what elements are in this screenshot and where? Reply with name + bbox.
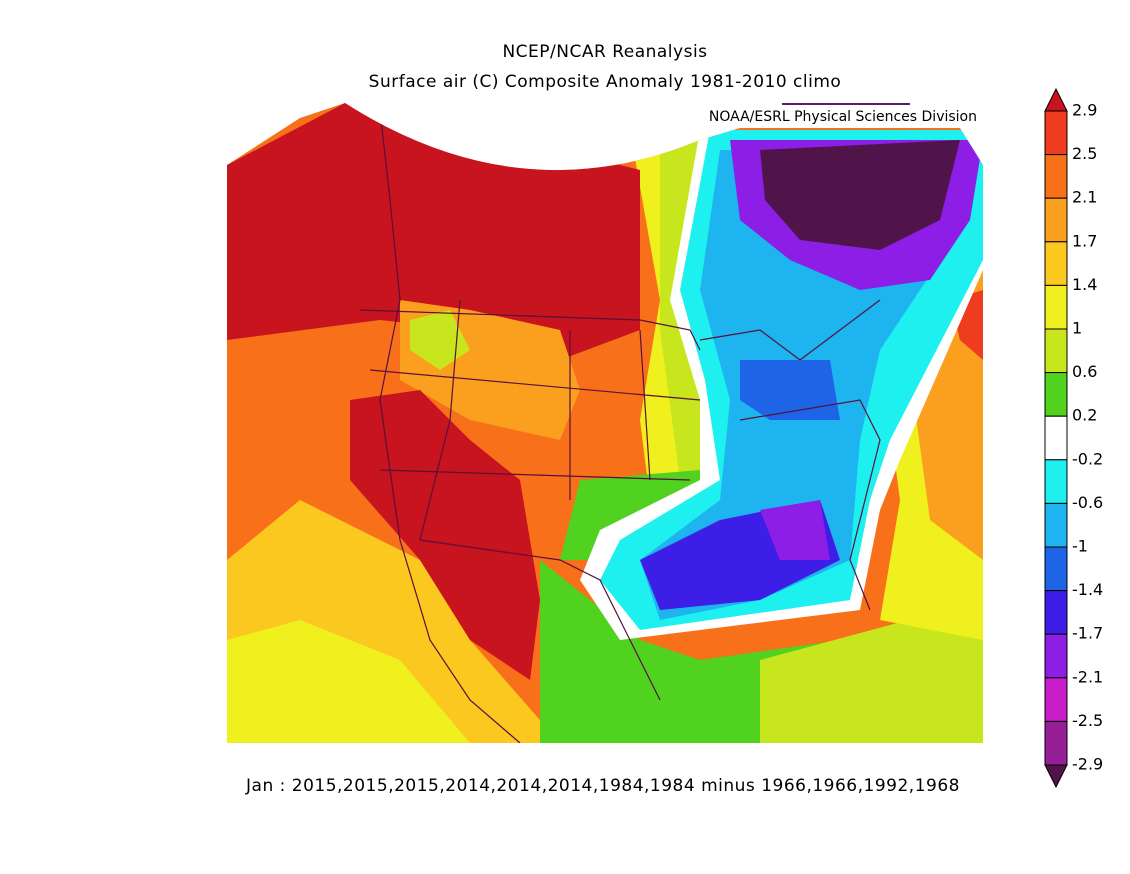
colorbar-label: 0.6	[1072, 362, 1097, 381]
colorbar-label: 1	[1072, 319, 1082, 338]
colorbar-box	[1044, 241, 1068, 286]
colorbar-box	[1044, 590, 1068, 635]
colorbar-box	[1044, 677, 1068, 722]
colorbar-label: 1.7	[1072, 231, 1097, 250]
title: NCEP/NCAR Reanalysis	[502, 42, 707, 62]
colorbar-label: -2.1	[1072, 667, 1103, 686]
footer: Jan : 2015,2015,2015,2014,2014,2014,1984…	[245, 776, 960, 796]
colorbar-box	[1044, 328, 1068, 374]
colorbar: 2.9 2.5 2.1 1.7 1.4 1 0.6 0.2 -0.2 -0.6 -1 -1.4 -1.7…	[1044, 87, 1103, 789]
colorbar-label: -0.2	[1072, 449, 1103, 468]
colorbar-box	[1044, 284, 1068, 330]
colorbar-box	[1044, 415, 1068, 461]
colorbar-label: 2.9	[1072, 101, 1097, 120]
boundaries	[359, 109, 881, 743]
colorbar-label: 2.1	[1072, 188, 1097, 207]
subtitle: Surface air (C) Composite Anomaly 1981-2…	[369, 72, 842, 92]
colorbar-box	[1044, 459, 1068, 504]
colorbar-arrow-top	[1044, 87, 1068, 112]
colorbar-box	[1044, 154, 1068, 199]
colorbar-box	[1044, 372, 1068, 417]
colorbar-label: -0.6	[1072, 493, 1103, 512]
colorbar-label: 1.4	[1072, 275, 1097, 294]
colorbar-box	[1044, 502, 1068, 548]
colorbar-box	[1044, 197, 1068, 243]
colorbar-arrow-bottom	[1044, 764, 1068, 789]
credit: NOAA/ESRL Physical Sciences Division	[709, 109, 977, 125]
colorbar-label: -1	[1072, 537, 1088, 556]
colorbar-label: 2.5	[1072, 144, 1097, 163]
colorbar-box	[1044, 720, 1068, 766]
colorbar-box	[1044, 110, 1068, 156]
colorbar-box	[1044, 546, 1068, 592]
colorbar-label: -1.4	[1072, 580, 1103, 599]
colorbar-box	[1044, 633, 1068, 679]
colorbar-label: -2.5	[1072, 711, 1103, 730]
colorbar-label: 0.2	[1072, 406, 1097, 425]
anomaly-map	[227, 103, 983, 743]
colorbar-label: -1.7	[1072, 624, 1103, 643]
colorbar-label: -2.9	[1072, 755, 1103, 774]
